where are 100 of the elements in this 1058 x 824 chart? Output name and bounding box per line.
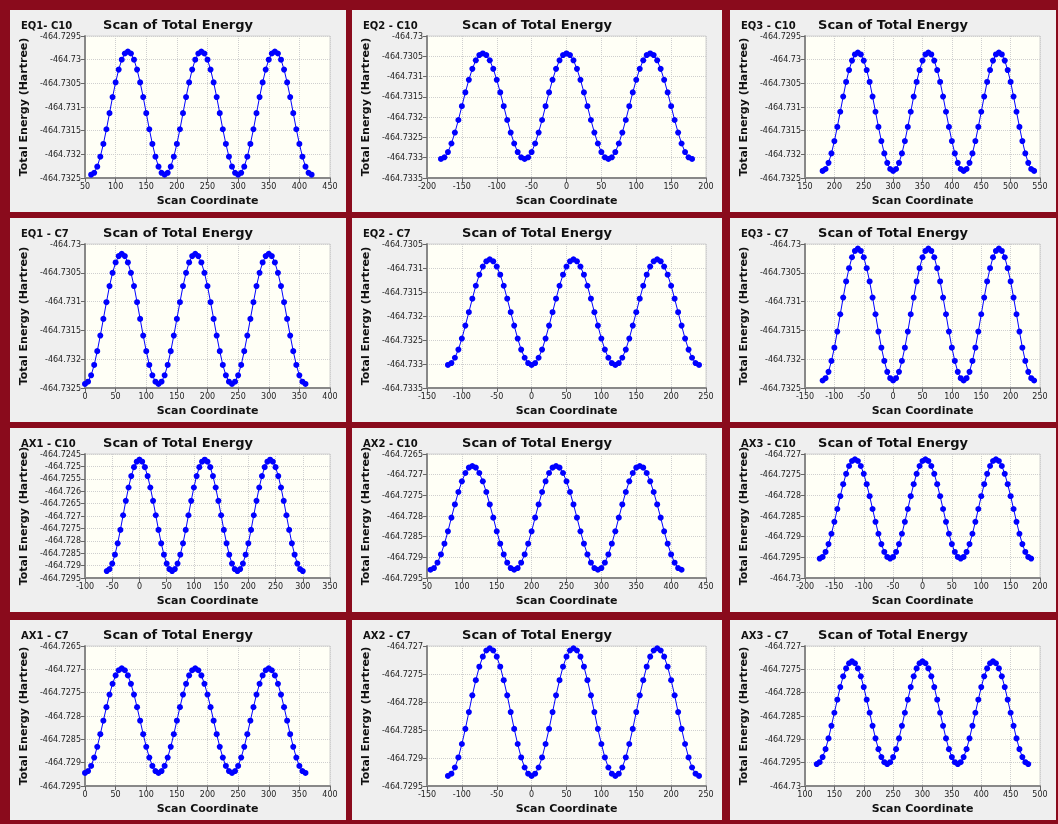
y-tick-label: -464.7305 [381,239,423,249]
x-tick-label: 300 [295,581,311,591]
x-axis-title: Scan Coordinate [871,404,974,417]
y-tick-label: -464.732 [387,112,423,122]
chart-subtitle: AX2 - C10 [363,437,418,449]
x-tick-label: 0 [919,581,926,591]
x-tick-label: 200 [1002,391,1019,401]
y-axis-title: Total Energy (Hartree) [359,446,372,586]
x-tick-label: 150 [489,581,505,591]
y-tick-label: -464.727 [387,641,423,651]
x-axis-title: Scan Coordinate [871,802,974,815]
x-tick-label: 150 [213,581,229,591]
y-axis-title: Total Energy (Hartree) [737,446,750,586]
y-tick-label: -464.732 [45,354,81,364]
y-tick-label: -464.73 [50,55,81,65]
y-tick-label: -464.7315 [39,325,81,335]
x-axis-title: Scan Coordinate [156,594,259,607]
y-tick-label: -464.729 [387,753,423,763]
x-tick-label: 150 [169,391,185,401]
x-tick-label: -50 [525,181,539,191]
x-tick-label: 250 [230,391,246,401]
chart-subtitle: EQ1- C10 [21,19,73,31]
x-tick-label: 300 [914,789,931,799]
y-tick-label: -464.7305 [39,78,81,88]
x-tick-label: 300 [261,789,277,799]
y-tick-label: -464.7265 [39,499,81,509]
y-axis-title: Total Energy (Hartree) [17,37,30,177]
y-tick-label: -464.7305 [39,268,81,278]
y-tick-label: -464.7265 [381,449,423,459]
x-tick-label: -100 [825,391,844,401]
y-tick-label: -464.732 [765,149,801,159]
x-tick-label: 200 [663,391,679,401]
y-tick-label: -464.7315 [381,92,423,102]
y-tick-label: -464.7295 [39,781,81,791]
y-tick-label: -464.7325 [381,335,423,345]
chart-subtitle: AX3 - C10 [741,437,796,449]
x-tick-label: 200 [856,789,872,799]
chart-title: Scan of Total Energy [103,17,254,32]
x-tick-label: -100 [854,581,873,591]
y-tick-label: -464.73 [770,781,801,791]
x-tick-label: 250 [885,789,901,799]
y-tick-label: -464.7295 [759,758,801,768]
chart-title: Scan of Total Energy [103,225,254,240]
x-tick-label: 100 [593,391,610,401]
y-tick-label: -464.7305 [759,78,801,88]
chart-title: Scan of Total Energy [103,627,254,642]
x-tick-label: -100 [75,581,95,591]
x-tick-label: 400 [973,789,989,799]
x-tick-label: 400 [291,181,308,191]
x-tick-label: 0 [529,391,535,401]
y-tick-label: -464.7325 [39,173,81,183]
y-axis-title: Total Energy (Hartree) [359,37,372,177]
chart-title: Scan of Total Energy [818,435,969,450]
x-tick-label: 450 [973,181,989,191]
x-tick-label: 300 [593,581,610,591]
x-tick-label: -200 [795,581,815,591]
x-tick-label: -100 [487,181,506,191]
y-tick-label: -464.7325 [39,383,81,393]
y-tick-label: -464.729 [45,758,81,768]
chart-subtitle: EQ3 - C10 [741,19,796,31]
y-axis-title: Total Energy (Hartree) [17,246,30,386]
x-tick-label: 50 [917,391,928,401]
y-tick-label: -464.7305 [759,268,801,278]
x-tick-label: 450 [698,581,714,591]
y-tick-label: -464.728 [387,511,423,521]
chart-title: Scan of Total Energy [462,627,613,642]
x-tick-label: 500 [1032,789,1048,799]
y-tick-label: -464.7295 [381,781,423,791]
y-axis-title: Total Energy (Hartree) [359,646,372,786]
y-tick-label: -464.727 [45,511,81,521]
x-tick-label: 100 [454,581,470,591]
y-tick-label: -464.7285 [39,734,81,744]
x-tick-label: 450 [1002,789,1019,799]
x-tick-label: 200 [199,789,216,799]
y-tick-label: -464.7295 [39,573,81,583]
y-tick-label: -464.7325 [381,132,423,142]
y-tick-label: -464.73 [770,55,801,65]
x-tick-label: -50 [886,581,900,591]
y-tick-label: -464.7275 [39,523,81,533]
chart-title: Scan of Total Energy [462,225,613,240]
x-tick-label: -150 [417,391,437,401]
x-tick-label: 250 [1032,391,1048,401]
chart-title: Scan of Total Energy [818,627,969,642]
y-tick-label: -464.7325 [759,383,801,393]
y-tick-label: -464.7275 [759,664,801,674]
x-axis-title: Scan Coordinate [871,194,974,207]
x-tick-label: 100 [593,789,610,799]
x-tick-label: 250 [230,789,246,799]
x-tick-label: -50 [490,789,504,799]
y-tick-label: -464.7315 [759,325,801,335]
x-tick-label: 100 [628,181,644,191]
x-tick-label: 400 [322,789,338,799]
y-tick-label: -464.726 [45,486,81,496]
y-tick-label: -464.7285 [381,532,423,542]
y-tick-label: -464.7295 [759,31,801,41]
y-tick-label: -464.7275 [39,688,81,698]
x-tick-label: 50 [110,391,121,401]
x-tick-label: 50 [946,581,957,591]
x-tick-label: -50 [857,391,871,401]
y-tick-label: -464.732 [765,354,801,364]
